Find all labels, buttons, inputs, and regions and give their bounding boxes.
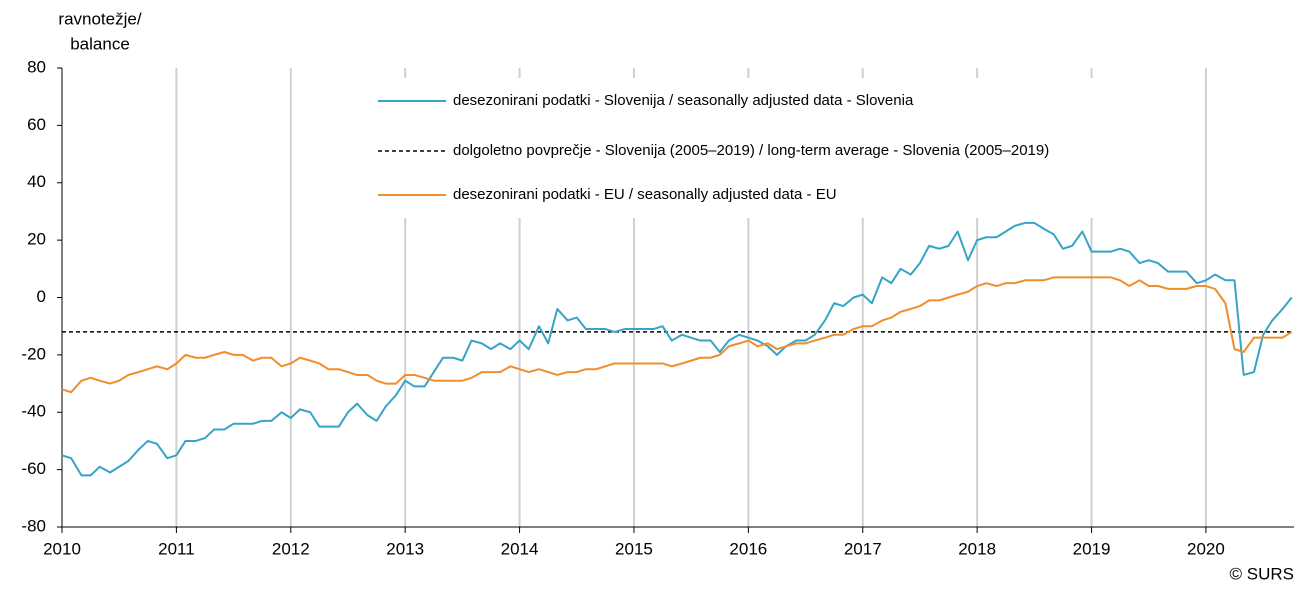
y-tick-label: -20 (21, 344, 46, 363)
y-tick-label: 0 (37, 287, 46, 306)
y-axis-label: balance (70, 34, 130, 53)
x-tick-label: 2020 (1187, 539, 1225, 558)
x-tick-label: 2017 (844, 539, 882, 558)
x-tick-label: 2015 (615, 539, 653, 558)
data-line (61, 221, 1293, 477)
x-tick-label: 2013 (386, 539, 424, 558)
legend-label: dolgoletno povprečje - Slovenija (2005–2… (453, 142, 1049, 159)
source: © SURS (1230, 564, 1294, 583)
x-tick-label: 2018 (958, 539, 996, 558)
y-tick-label: 20 (27, 230, 46, 249)
x-tick-label: 2010 (43, 539, 81, 558)
legend-background (368, 78, 1200, 218)
y-tick-label: -40 (21, 402, 46, 421)
x-tick-label: 2019 (1073, 539, 1111, 558)
x-tick-label: 2011 (158, 539, 195, 558)
legend-label: desezonirani podatki - EU / seasonally a… (453, 186, 837, 203)
y-tick-label: -60 (21, 459, 46, 478)
x-tick-label: 2014 (501, 539, 539, 558)
y-tick-label: 40 (27, 172, 46, 191)
y-axis-label: ravnotežje/ (58, 9, 141, 28)
legend-label: desezonirani podatki - Slovenija / seaso… (453, 92, 914, 109)
y-tick-label: 80 (27, 57, 46, 76)
x-tick-label: 2016 (729, 539, 767, 558)
x-tick-label: 2012 (272, 539, 310, 558)
y-tick-label: -80 (21, 516, 46, 535)
y-tick-label: 60 (27, 115, 46, 134)
data-line (61, 276, 1293, 394)
